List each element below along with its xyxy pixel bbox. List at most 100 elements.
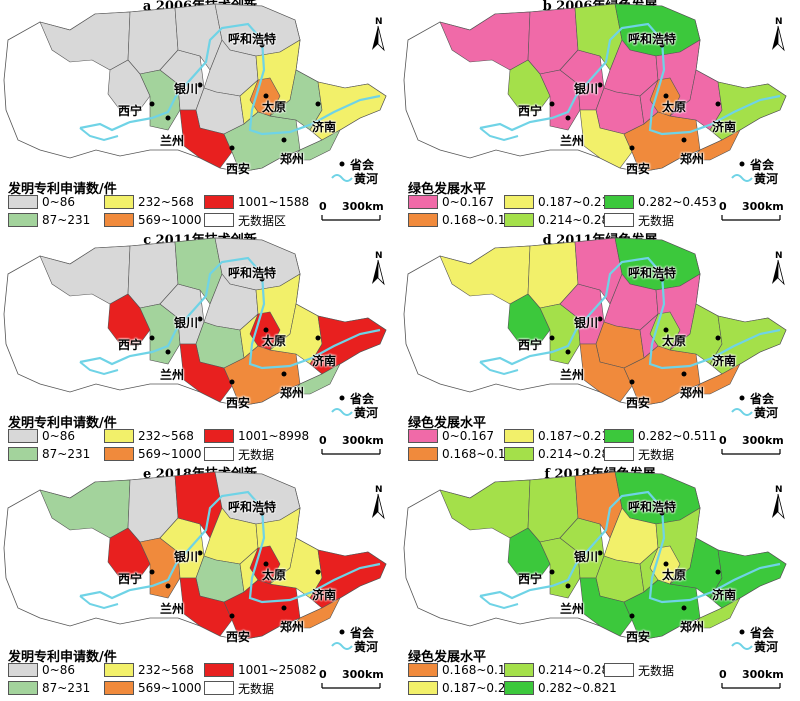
- legend-item: 0.282~0.511: [604, 428, 717, 444]
- legend-item: 无数据: [204, 446, 274, 462]
- key-capital-dot: [739, 395, 745, 401]
- capital-dot-yinchuan: [597, 550, 603, 556]
- region-xining: [507, 59, 551, 113]
- legend-item: 0.214~0.281: [504, 212, 617, 228]
- key-capital-dot: [739, 161, 745, 167]
- map-canvas: [403, 3, 787, 182]
- north-arrow-icon: N: [772, 485, 785, 520]
- capital-dot-jinan: [315, 335, 321, 341]
- legend-swatch: [604, 213, 634, 227]
- scale-distance: 300km: [342, 668, 384, 681]
- legend: 0~0.167 0.168~0.187 0.187~0.213 0.214~0.281…: [408, 194, 717, 232]
- city-label-lanzhou: 兰州: [160, 602, 185, 616]
- capital-dot-zhengzhou: [681, 137, 687, 143]
- region-xian: [579, 109, 633, 169]
- region-zhengzhou: [623, 111, 701, 173]
- legend-swatch: [504, 429, 534, 443]
- capital-dot-lanzhou: [565, 115, 571, 121]
- legend-item: 232~568: [104, 428, 194, 444]
- legend-item: 0.187~0.213: [504, 194, 617, 210]
- legend-swatch: [8, 213, 38, 227]
- legend-item: 569~1000: [104, 446, 202, 462]
- region-xining: [507, 527, 551, 581]
- legend-label: 0~86: [42, 663, 75, 677]
- city-label-xian: 西安: [226, 396, 251, 410]
- north-arrow-icon: N: [772, 251, 785, 286]
- city-label-xian: 西安: [226, 630, 251, 644]
- capital-dot-xian: [229, 145, 235, 151]
- legend-item: 0.168~0.187: [408, 446, 521, 462]
- capital-dot-huhehaote: [659, 42, 665, 48]
- map-panel-3: d 2011年绿色发展: [400, 234, 800, 467]
- yellow-river-source: [479, 361, 519, 376]
- city-label-zhengzhou: 郑州: [280, 620, 305, 634]
- legend-title: 发明专利申请数/件: [8, 416, 117, 431]
- capital-dot-taiyuan: [663, 93, 669, 99]
- scale-zero: 0: [319, 434, 327, 447]
- capital-dot-yinchuan: [597, 316, 603, 322]
- legend-label: 0.187~0.213: [442, 681, 521, 695]
- scale-zero: 0: [719, 200, 727, 213]
- key-capital-label: 省会: [350, 625, 375, 640]
- legend-title: 绿色发展水平: [408, 650, 487, 665]
- scale-bar: 0 300km: [719, 200, 784, 221]
- capital-dot-taiyuan: [263, 93, 269, 99]
- city-label-taiyuan: 太原: [662, 568, 687, 582]
- yellow-river: [79, 490, 381, 604]
- region-south-east: [289, 363, 341, 395]
- capital-dot-huhehaote: [259, 510, 265, 516]
- map-canvas: [403, 237, 787, 416]
- capital-dot-huhehaote: [659, 510, 665, 516]
- legend-label: 0.168~0.187: [442, 213, 521, 227]
- city-label-taiyuan: 太原: [662, 334, 687, 348]
- city-label-zhengzhou: 郑州: [680, 152, 705, 166]
- city-label-xian: 西安: [626, 162, 651, 176]
- map-key: 省会 黄河: [330, 157, 378, 186]
- scale-zero: 0: [719, 668, 727, 681]
- legend-label: 0.168~0.187: [442, 447, 521, 461]
- city-label-yinchuan: 银川: [174, 316, 199, 330]
- legend-item: 0.168~0.187: [408, 662, 521, 678]
- capital-dot-lanzhou: [165, 583, 171, 589]
- capital-dot-zhengzhou: [681, 371, 687, 377]
- legend-swatch: [408, 429, 438, 443]
- legend-item: 0~0.167: [408, 428, 494, 444]
- legend: 0~86 87~231 232~568 569~1000 1001~8998 无数据: [8, 428, 309, 466]
- region-zhengzhou: [623, 579, 701, 641]
- legend-item: 0.168~0.187: [408, 212, 521, 228]
- city-label-zhengzhou: 郑州: [280, 152, 305, 166]
- key-river-symbol: [731, 174, 753, 182]
- capital-dot-taiyuan: [663, 561, 669, 567]
- region-south-east: [689, 363, 741, 395]
- legend-item: 无数据: [604, 212, 674, 228]
- legend-item: 0.187~0.213: [504, 428, 617, 444]
- region-south-east: [289, 129, 341, 161]
- city-label-huhehaote: 呼和浩特: [628, 266, 677, 280]
- legend-swatch: [104, 213, 134, 227]
- scale-distance: 300km: [342, 434, 384, 447]
- north-label: N: [775, 17, 783, 27]
- city-label-xian: 西安: [626, 630, 651, 644]
- city-label-lanzhou: 兰州: [560, 602, 585, 616]
- scale-distance: 300km: [742, 434, 784, 447]
- legend-swatch: [8, 195, 38, 209]
- city-label-jinan: 济南: [712, 120, 737, 134]
- scale-bar: 0 300km: [319, 434, 384, 455]
- city-label-xining: 西宁: [118, 572, 143, 586]
- legend: 0.168~0.187 0.187~0.213 0.214~0.281 0.282~0…: [408, 662, 708, 700]
- capital-dot-zhengzhou: [281, 137, 287, 143]
- legend-swatch: [8, 447, 38, 461]
- scale-zero: 0: [319, 668, 327, 681]
- map-panel-1: b 2006年绿色发展: [400, 0, 800, 233]
- legend-title: 发明专利申请数/件: [8, 182, 117, 197]
- legend-label: 无数据: [238, 447, 275, 462]
- capital-dot-huhehaote: [259, 276, 265, 282]
- legend: 0~86 87~231 232~568 569~1000 1001~1588 无数据区: [8, 194, 309, 232]
- map-key: 省会 黄河: [730, 625, 778, 654]
- capital-dot-yinchuan: [197, 316, 203, 322]
- legend-label: 569~1000: [138, 213, 202, 227]
- key-river-label: 黄河: [354, 405, 379, 420]
- legend-swatch: [408, 213, 438, 227]
- city-label-lanzhou: 兰州: [560, 134, 585, 148]
- legend-item: 569~1000: [104, 680, 202, 696]
